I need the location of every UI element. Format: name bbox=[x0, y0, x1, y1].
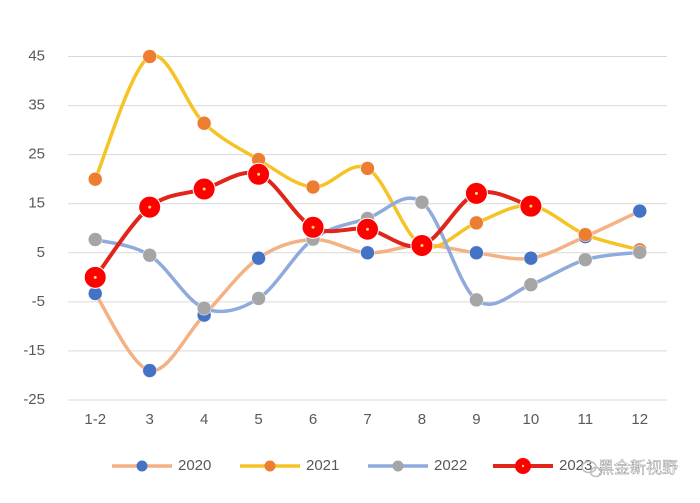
y-tick-label: -15 bbox=[23, 342, 45, 359]
point-2021 bbox=[469, 215, 484, 231]
point-2021 bbox=[360, 161, 375, 176]
point-2022 bbox=[196, 300, 212, 316]
x-tick-label: 9 bbox=[472, 411, 480, 428]
y-tick-label: -25 bbox=[23, 391, 45, 408]
legend-label-2020: 2020 bbox=[178, 457, 211, 474]
x-tick-label: 12 bbox=[631, 411, 648, 428]
x-tick-label: 8 bbox=[418, 411, 426, 428]
point-2021 bbox=[87, 171, 103, 187]
wechat-icon bbox=[581, 460, 603, 478]
point-2022 bbox=[142, 248, 157, 263]
legend-marker-2020 bbox=[136, 460, 148, 472]
legend-marker-center-2023 bbox=[521, 464, 525, 468]
point-2020 bbox=[142, 363, 157, 378]
x-tick-label: 11 bbox=[578, 411, 594, 428]
y-tick-label: 15 bbox=[28, 195, 45, 212]
point-2022 bbox=[87, 232, 103, 247]
point-center-2023 bbox=[202, 187, 206, 191]
legend-marker-2021 bbox=[264, 460, 276, 472]
y-axis-ticks: 45 35 25 15 5 -5 -15 -25 bbox=[23, 48, 45, 408]
point-2020 bbox=[251, 250, 266, 266]
x-axis-ticks: 1-2 3 4 5 6 7 8 9 10 11 12 bbox=[84, 411, 648, 428]
point-center-2023 bbox=[311, 225, 315, 229]
point-center-2023 bbox=[257, 172, 261, 176]
point-center-2023 bbox=[420, 243, 424, 247]
point-2022 bbox=[251, 291, 266, 306]
x-tick-label: 6 bbox=[309, 411, 317, 428]
point-center-2023 bbox=[474, 191, 478, 195]
x-tick-label: 10 bbox=[523, 411, 540, 428]
point-center-2023 bbox=[529, 204, 533, 208]
point-2022 bbox=[469, 292, 484, 308]
point-center-2023 bbox=[366, 227, 369, 231]
point-2022 bbox=[523, 277, 539, 292]
legend-label-2022: 2022 bbox=[434, 457, 467, 474]
x-tick-label: 4 bbox=[200, 411, 208, 428]
point-2021 bbox=[196, 116, 212, 131]
x-tick-label: 3 bbox=[146, 411, 154, 428]
series-line-2020 bbox=[93, 209, 642, 373]
x-tick-label: 1-2 bbox=[84, 411, 106, 428]
y-tick-label: 45 bbox=[28, 48, 45, 65]
x-tick-label: 5 bbox=[254, 411, 262, 428]
legend-label-2021: 2021 bbox=[306, 457, 339, 474]
point-2022 bbox=[578, 252, 593, 267]
legend-label-2023: 2023 bbox=[559, 457, 592, 474]
point-2020 bbox=[632, 203, 648, 219]
point-2022 bbox=[414, 195, 430, 210]
point-2021 bbox=[578, 227, 593, 242]
point-center-2023 bbox=[148, 205, 152, 209]
point-center-2023 bbox=[93, 275, 97, 279]
y-tick-label: 35 bbox=[28, 97, 45, 114]
legend-marker-2022 bbox=[392, 460, 404, 472]
legend: 2020 2021 2022 2023 bbox=[112, 457, 592, 474]
watermark-text: 黑金新视野 bbox=[598, 459, 678, 477]
point-2021 bbox=[305, 179, 321, 195]
point-2022 bbox=[632, 245, 648, 260]
y-tick-label: 25 bbox=[28, 146, 45, 163]
y-tick-label: 5 bbox=[37, 244, 45, 261]
point-2020 bbox=[360, 245, 375, 261]
point-2021 bbox=[142, 49, 157, 64]
y-tick-label: -5 bbox=[32, 293, 45, 310]
series-markers bbox=[83, 49, 648, 378]
point-2020 bbox=[523, 250, 539, 266]
point-2020 bbox=[469, 245, 484, 261]
x-tick-label: 7 bbox=[363, 411, 371, 428]
watermark: 黑金新视野 bbox=[581, 459, 678, 478]
